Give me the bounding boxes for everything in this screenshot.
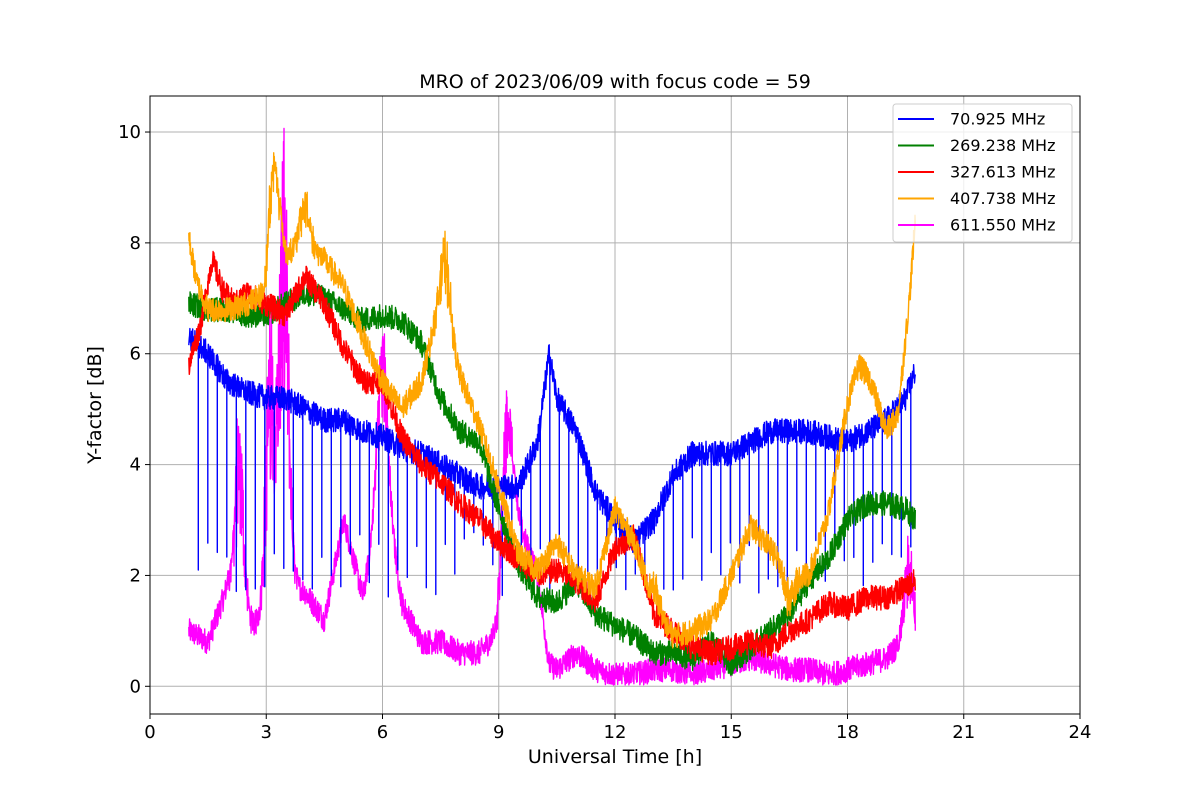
- y-axis-label: Y-factor [dB]: [84, 346, 106, 465]
- y-tick-label: 2: [130, 565, 141, 586]
- legend-label: 70.925 MHz: [950, 110, 1045, 129]
- legend-box: [892, 103, 1073, 243]
- series-lines: [188, 127, 916, 686]
- x-tick-label: 6: [377, 722, 388, 743]
- legend: 70.925 MHz 269.238 MHz 327.613 MHz 407.738 …: [892, 103, 1073, 243]
- series-line: [188, 250, 916, 666]
- legend-label: 269.238 MHz: [950, 136, 1055, 155]
- y-axis-ticks: 0 2 4 6 8 10: [118, 122, 150, 697]
- x-tick-label: 15: [720, 722, 743, 743]
- y-tick-label: 10: [118, 122, 141, 143]
- x-tick-label: 9: [493, 722, 504, 743]
- x-tick-label: 12: [604, 722, 627, 743]
- x-tick-label: 18: [836, 722, 859, 743]
- y-tick-label: 4: [130, 455, 141, 476]
- x-tick-label: 3: [261, 722, 272, 743]
- series-line: [188, 127, 916, 686]
- y-tick-label: 0: [130, 676, 141, 697]
- y-tick-label: 6: [130, 344, 141, 365]
- x-tick-label: 0: [144, 722, 155, 743]
- x-axis-label: Universal Time [h]: [528, 746, 702, 768]
- legend-label: 327.613 MHz: [950, 163, 1055, 182]
- y-tick-label: 8: [130, 233, 141, 254]
- legend-label: 611.550 MHz: [950, 216, 1055, 235]
- x-tick-label: 21: [952, 722, 975, 743]
- x-tick-label: 24: [1069, 722, 1092, 743]
- x-axis-ticks: 0 3 6 9 12 15 18 21 24: [144, 714, 1091, 743]
- series-line: [188, 327, 916, 598]
- legend-label: 407.738 MHz: [950, 189, 1055, 208]
- series-line: [188, 152, 916, 649]
- chart-title: MRO of 2023/06/09 with focus code = 59: [419, 71, 811, 93]
- plot-frame: [149, 95, 1081, 715]
